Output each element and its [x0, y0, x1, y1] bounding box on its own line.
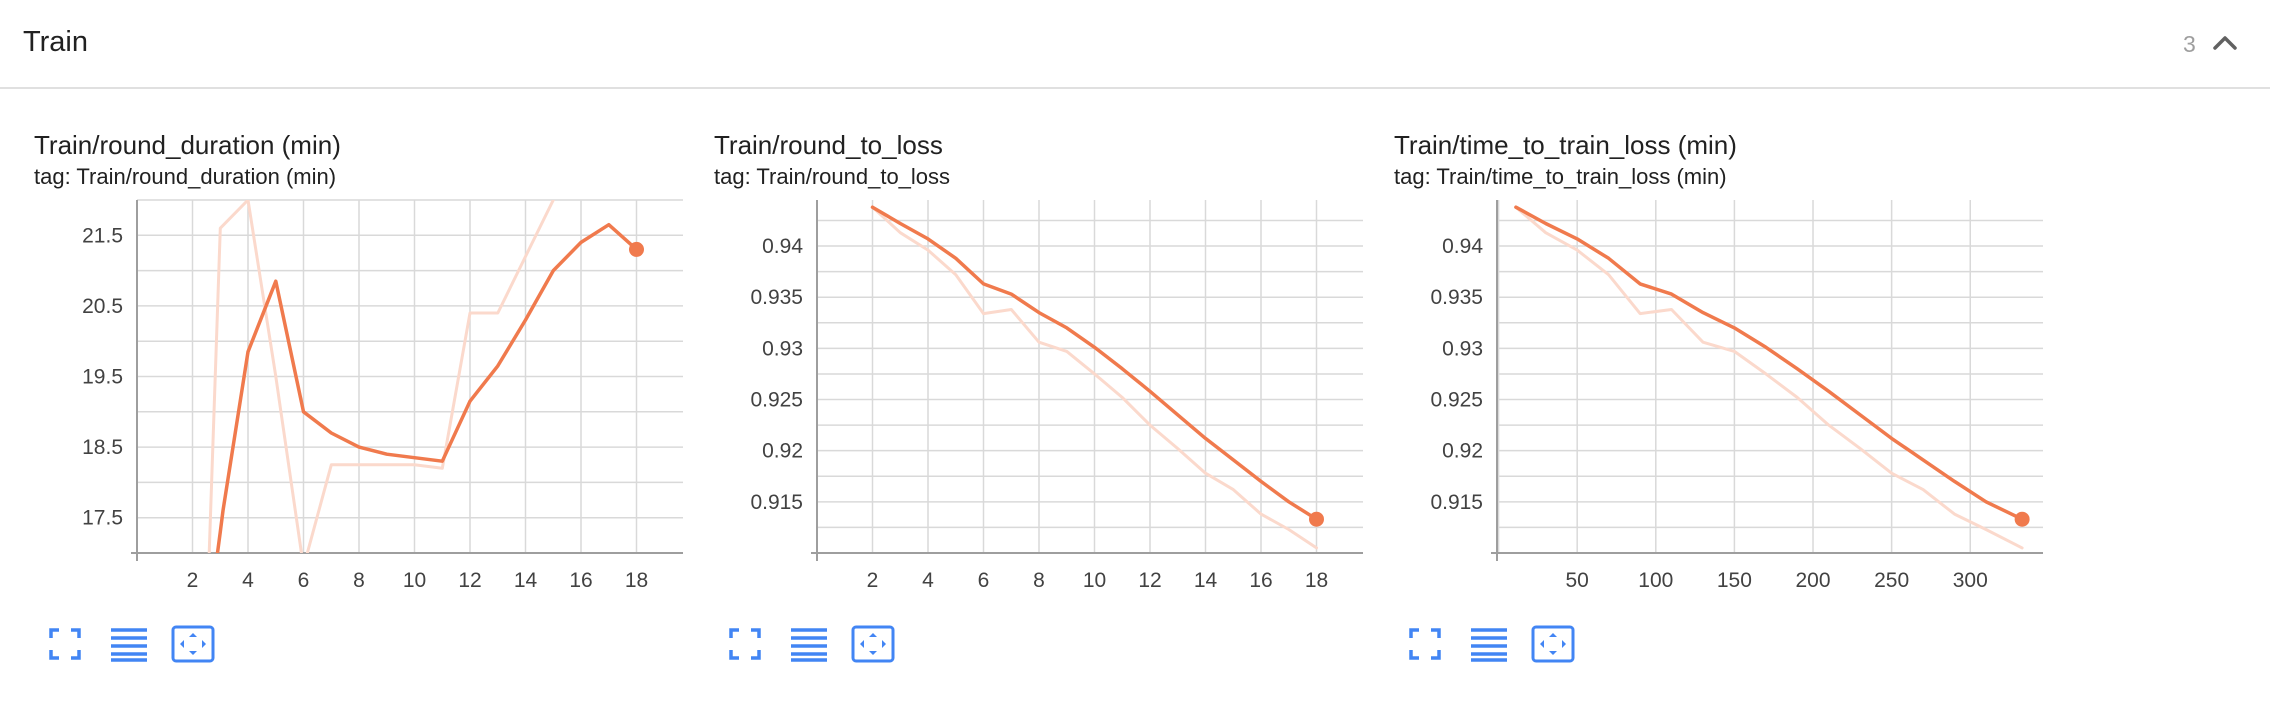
fullscreen-icon[interactable] [1403, 622, 1447, 666]
x-tick-label: 16 [1249, 569, 1272, 592]
y-tick-label: 18.5 [82, 436, 123, 459]
y-tick-label: 0.92 [1442, 440, 1483, 463]
chart-title: Train/round_to_loss [714, 130, 943, 160]
series-group [870, 205, 1319, 550]
y-tick-label: 0.925 [750, 389, 803, 412]
line-chart-time-to-train-loss[interactable]: 50 100 150 200 250 300 0.915 0.92 0.925 0.93 0.935… [1383, 198, 2043, 608]
chart-title: Train/round_duration (min) [34, 130, 341, 160]
smoothed-series-line [870, 205, 1319, 521]
chart-tag: tag: Train/round_duration (min) [34, 164, 337, 189]
y-tick-label: 0.94 [762, 235, 803, 258]
x-tick-label: 18 [1305, 569, 1328, 592]
data-table-icon[interactable] [1467, 622, 1511, 666]
last-point-marker [1309, 511, 1324, 527]
x-tick-label: 12 [1138, 569, 1161, 592]
raw-series-line [871, 205, 1318, 550]
y-tick-label: 0.92 [762, 440, 803, 463]
x-tick-label: 2 [187, 569, 199, 592]
smoothed-series-line [1514, 205, 2024, 521]
chart-card-round-to-loss: Train/round_to_loss tag: Train/round_to_… [703, 128, 1363, 688]
x-tick-label: 4 [922, 569, 934, 592]
chart-tag: tag: Train/round_to_loss [714, 164, 951, 189]
x-tick-label: 2 [867, 569, 879, 592]
x-tick-label: 200 [1795, 569, 1830, 592]
y-tick-label: 19.5 [82, 366, 123, 389]
group-title: Train [23, 26, 88, 58]
x-tick-label: 6 [978, 569, 990, 592]
y-tick-label: 21.5 [82, 224, 123, 247]
x-tick-label: 50 [1566, 569, 1589, 592]
x-tick-label: 8 [353, 569, 365, 592]
x-tick-label: 14 [1194, 569, 1218, 592]
y-tick-label: 0.94 [1442, 235, 1483, 258]
last-point-marker [629, 241, 644, 257]
grid [816, 200, 1363, 554]
y-tick-label: 0.935 [1430, 286, 1483, 309]
x-tick-label: 6 [298, 569, 310, 592]
x-tick-label: 16 [569, 569, 592, 592]
chart-tag: tag: Train/time_to_train_loss (min) [1394, 164, 1727, 189]
chevron-up-icon[interactable] [2210, 28, 2240, 58]
raw-series-line [207, 200, 555, 553]
group-header: Train 3 [0, 0, 2270, 89]
grid [1497, 200, 2043, 554]
x-tick-label: 18 [625, 569, 648, 592]
x-tick-label: 100 [1638, 569, 1673, 592]
data-table-icon[interactable] [107, 622, 151, 666]
y-tick-label: 0.915 [750, 491, 803, 514]
x-tick-label: 10 [403, 569, 426, 592]
x-tick-label: 12 [458, 569, 481, 592]
x-tick-label: 8 [1033, 569, 1045, 592]
x-tick-label: 250 [1874, 569, 1909, 592]
x-tick-label: 150 [1717, 569, 1752, 592]
data-table-icon[interactable] [787, 622, 831, 666]
fullscreen-icon[interactable] [723, 622, 767, 666]
x-tick-label: 10 [1083, 569, 1106, 592]
y-tick-label: 0.93 [1442, 337, 1483, 360]
chart-title: Train/time_to_train_loss (min) [1394, 130, 1737, 160]
line-chart-round-to-loss[interactable]: 2 4 6 8 10 12 14 16 18 0.915 0.92 0.925 0.93 0.935 0.9… [703, 198, 1363, 608]
fit-domain-icon[interactable] [1531, 622, 1575, 666]
x-tick-label: 14 [514, 569, 538, 592]
fullscreen-icon[interactable] [43, 622, 87, 666]
chart-card-round-duration: Train/round_duration (min) tag: Train/ro… [23, 128, 683, 688]
y-tick-label: 0.915 [1430, 491, 1483, 514]
line-chart-round-duration[interactable]: 2 4 6 8 10 12 14 16 18 17.5 18.5 19.5 20.5 21.5 [23, 198, 683, 608]
series-group [207, 200, 639, 553]
series-group [1514, 205, 2024, 550]
y-tick-label: 0.925 [1430, 389, 1483, 412]
chart-card-time-to-train-loss: Train/time_to_train_loss (min) tag: Trai… [1383, 128, 2043, 688]
fit-domain-icon[interactable] [171, 622, 215, 666]
y-tick-label: 17.5 [82, 507, 123, 530]
last-point-marker [2014, 511, 2030, 527]
x-tick-label: 300 [1953, 569, 1988, 592]
y-tick-label: 0.93 [762, 337, 803, 360]
x-tick-label: 4 [242, 569, 254, 592]
smoothed-series-line [215, 222, 639, 553]
y-tick-label: 0.935 [750, 286, 803, 309]
raw-series-line [1514, 205, 2024, 550]
group-count: 3 [2183, 31, 2196, 57]
fit-domain-icon[interactable] [851, 622, 895, 666]
y-tick-label: 20.5 [82, 295, 123, 318]
